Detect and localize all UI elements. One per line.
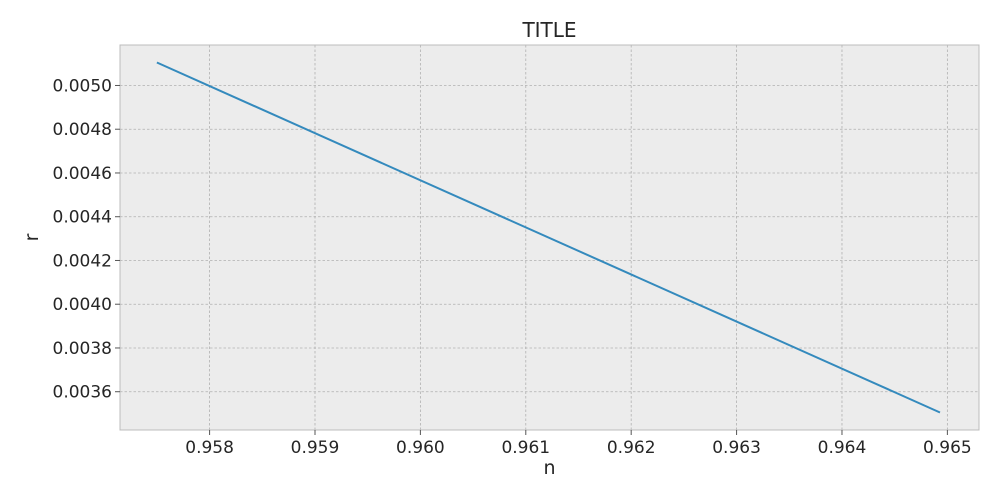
y-tick-label: 0.0040 <box>53 295 112 315</box>
series-layer <box>156 61 941 414</box>
y-axis-label: r <box>21 233 43 241</box>
x-tick-label: 0.962 <box>607 438 656 458</box>
x-tick-label: 0.958 <box>185 438 234 458</box>
grid <box>120 45 979 430</box>
plot-frame <box>119 44 980 431</box>
series-line <box>156 61 941 414</box>
x-tick-label: 0.961 <box>501 438 550 458</box>
y-tick-label: 0.0050 <box>53 76 112 96</box>
x-axis-label: n <box>543 457 555 479</box>
y-tick-label: 0.0036 <box>53 383 112 403</box>
x-tick-label: 0.964 <box>818 438 867 458</box>
x-tick-label: 0.965 <box>923 438 972 458</box>
x-tick-label: 0.963 <box>712 438 761 458</box>
x-tick-label: 0.960 <box>396 438 445 458</box>
y-tick-label: 0.0048 <box>53 120 112 140</box>
y-tick-label: 0.0044 <box>53 208 112 228</box>
y-tick-label: 0.0046 <box>53 164 112 184</box>
y-tick-label: 0.0042 <box>53 251 112 271</box>
y-tick-label: 0.0038 <box>53 339 112 359</box>
chart-title: TITLE <box>521 18 576 42</box>
x-axis-ticks: 0.958 0.959 0.960 0.961 0.962 0.963 0.964 0.965 <box>185 430 972 458</box>
y-axis-ticks: 0.0036 0.0038 0.0040 0.0042 0.0044 0.0046 0.00… <box>53 76 120 403</box>
x-tick-label: 0.959 <box>291 438 340 458</box>
